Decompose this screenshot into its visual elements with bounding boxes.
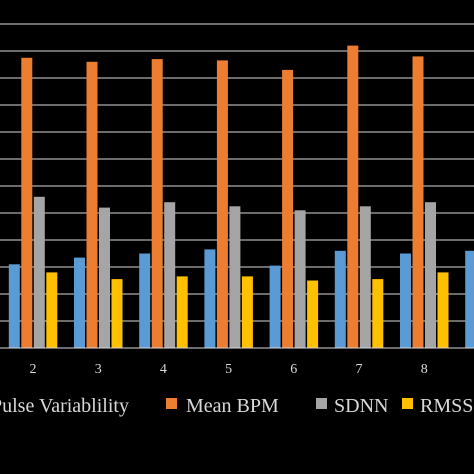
legend-swatch-rmssd (402, 398, 413, 409)
x-tick-label: 5 (225, 362, 232, 377)
bar-sdnn-8 (425, 202, 436, 348)
x-tick-labels: 123456789 (30, 362, 428, 377)
bars (8, 45, 474, 349)
legend-label-sdnn: SDNN (334, 395, 388, 417)
bar-pulse-variablility-8 (400, 253, 411, 348)
bar-pulse-variablility-4 (139, 253, 151, 348)
bar-pulse-variablility-2 (8, 264, 20, 348)
bar-rmssd-2 (46, 272, 58, 348)
bar-pulse-variablility-3 (74, 257, 85, 348)
bar-pulse-variablility-6 (269, 265, 281, 348)
x-tick-label: 8 (421, 362, 428, 377)
bar-mean-bpm-2 (21, 57, 33, 349)
legend-label-rmssd: RMSSD (420, 395, 474, 417)
bar-mean-bpm-5 (216, 60, 228, 349)
legend: Pulse Variablility Mean BPM SDNN RMSSD (0, 395, 474, 417)
bar-mean-bpm-7 (347, 45, 359, 348)
bar-mean-bpm-8 (412, 56, 424, 349)
legend-swatch-sdnn (316, 398, 327, 409)
legend-swatch-mean-bpm (166, 398, 177, 409)
bar-rmssd-4 (176, 276, 188, 348)
bar-sdnn-5 (229, 206, 241, 349)
bar-pulse-variablility-5 (204, 249, 216, 348)
legend-label-mean-bpm: Mean BPM (186, 395, 279, 417)
x-tick-label: 7 (356, 362, 363, 377)
bar-rmssd-3 (111, 279, 123, 348)
bar-pulse-variablility-7 (334, 250, 346, 348)
bar-rmssd-5 (241, 276, 253, 348)
bar-sdnn-4 (164, 202, 176, 348)
bar-pulse-variablility-9 (465, 250, 474, 348)
bar-sdnn-3 (99, 207, 110, 348)
bar-mean-bpm-6 (282, 69, 294, 349)
bar-rmssd-6 (307, 280, 319, 348)
bar-mean-bpm-3 (86, 61, 98, 349)
bar-mean-bpm-4 (151, 59, 163, 348)
bar-rmssd-7 (372, 279, 384, 348)
bar-rmssd-8 (437, 272, 449, 348)
bar-sdnn-2 (33, 196, 45, 348)
x-tick-label: 6 (290, 362, 297, 377)
legend-label-pulse-variability: Pulse Variablility (0, 395, 129, 417)
x-tick-label: 2 (30, 362, 37, 377)
x-tick-label: 4 (160, 362, 167, 377)
bar-sdnn-7 (359, 206, 371, 349)
x-tick-label: 3 (95, 362, 102, 377)
bar-sdnn-6 (294, 210, 306, 348)
